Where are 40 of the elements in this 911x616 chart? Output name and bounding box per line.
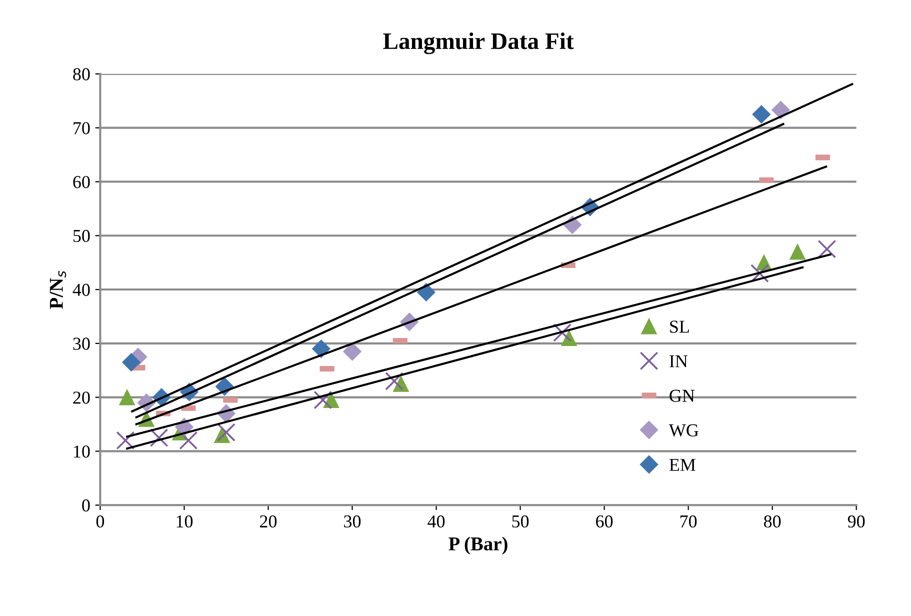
y-tick-label: 40 [72,284,90,296]
point [216,423,236,442]
x-tick-label: 70 [680,515,697,528]
y-axis-title: P/N$_{s}$ [50,270,66,309]
legend-label: WG [668,424,698,437]
point [818,240,836,258]
legend-label: IN [670,355,688,368]
point [385,372,404,390]
x-axis-title: P (Bar) [448,536,508,554]
point [790,244,806,260]
legend-label: SL [670,320,689,333]
point [314,390,332,410]
point [772,100,790,120]
point [122,353,140,372]
y-tick-label: 10 [74,445,90,458]
x-tick-label: 20 [260,515,277,528]
x-tick-label: 10 [176,515,193,528]
y-tick-label: 80 [73,68,90,80]
point [752,105,771,124]
point [750,264,769,283]
x-tick-label: 60 [596,515,613,528]
point [119,389,136,406]
y-tick-label: 30 [73,338,90,350]
y-tick-label: 50 [73,230,90,242]
legend-label: GN [670,390,695,402]
legend-label: EM [669,458,696,471]
x-tick-label: 50 [512,515,529,528]
x-tick-label: 30 [344,515,361,528]
x-tick-label: 90 [848,515,865,528]
y-tick-label: 20 [73,392,90,404]
x-tick-label: 80 [764,515,781,528]
x-tick-label: 40 [428,515,445,528]
y-tick-label: 70 [74,122,90,134]
point [116,431,135,450]
point [312,340,330,358]
point [343,342,362,361]
chart-title: Langmuir Data Fit [383,32,574,54]
x-tick-label: 0 [96,515,104,528]
y-tick-label: 60 [73,176,90,188]
y-tick-label: 0 [82,499,90,512]
